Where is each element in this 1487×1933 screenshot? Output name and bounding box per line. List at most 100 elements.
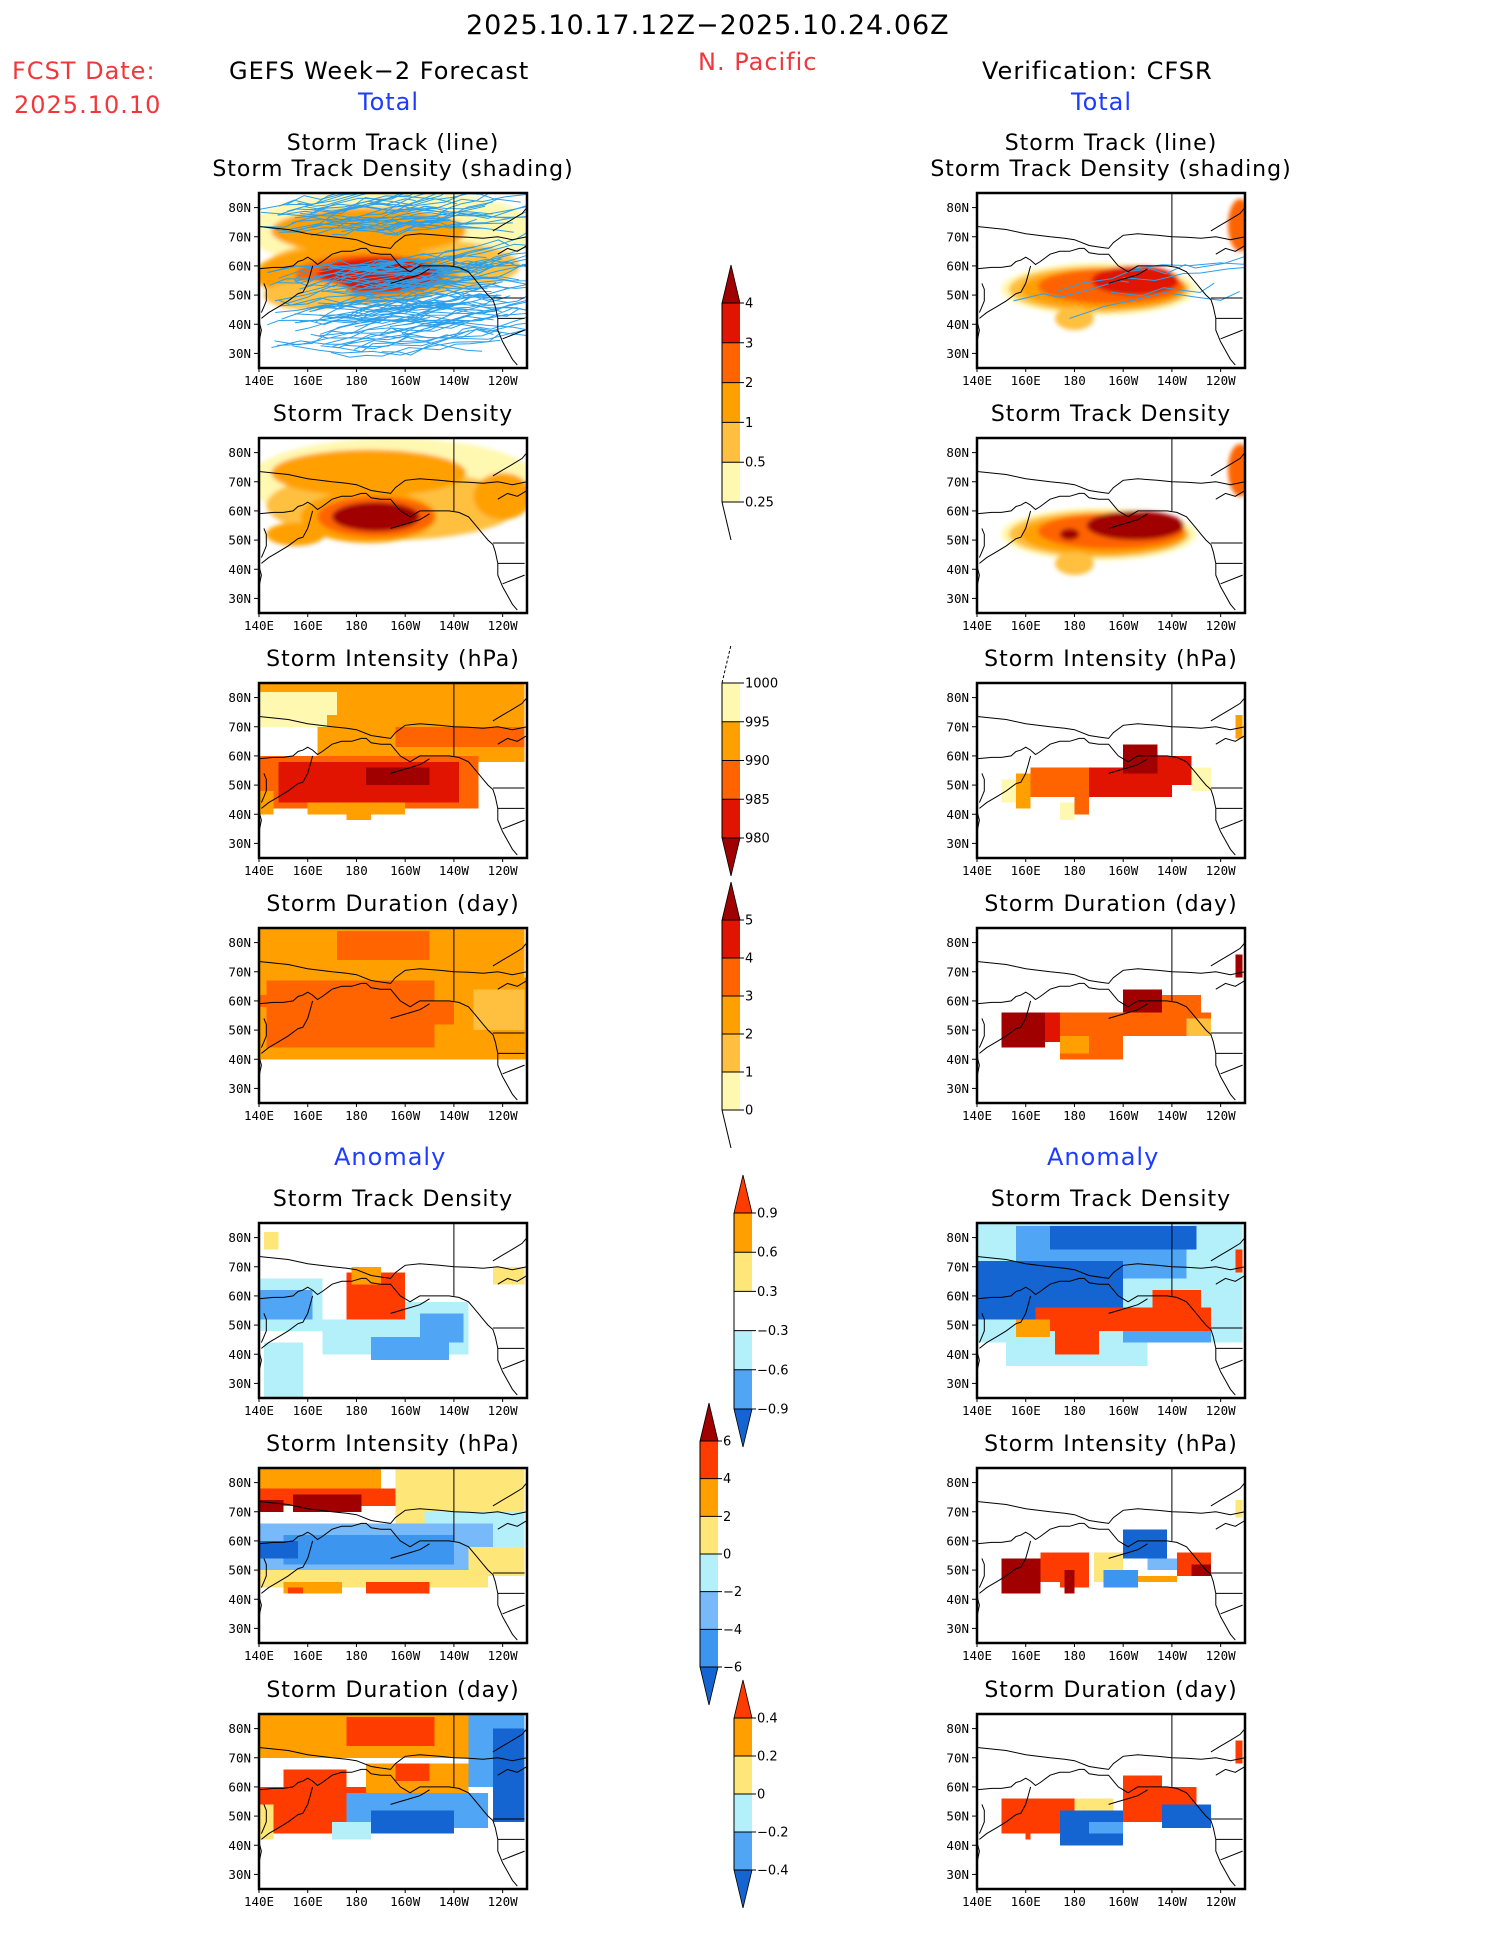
colorbar-segment [722,958,740,996]
lat-tick-label: 50N [228,1563,251,1578]
lon-tick-label: 140E [962,1108,992,1123]
colorbar-tick-label: 0 [757,1788,765,1803]
lat-tick-label: 30N [228,1081,251,1096]
colorbar-tick-label: 980 [745,832,770,847]
coastline [979,1028,1017,1054]
map-frame [975,1221,1247,1400]
lon-tick-label: 140E [962,863,992,878]
colorbar-over-arrow [721,881,741,921]
shading-cell [263,1342,303,1398]
shading-cell [1157,755,1192,786]
coastline [977,982,1236,1101]
coastline [979,293,1017,319]
map-frame [257,191,529,370]
shading-cell [473,989,525,1031]
storm-track-line [277,300,440,346]
lon-tick-label: 160W [1108,618,1139,633]
lon-tick-label: 140W [1157,1894,1188,1909]
panel-title: Storm Track (line) [286,131,500,156]
coastline [1220,1064,1243,1075]
coastline [502,1850,525,1861]
coastline [977,1277,1236,1396]
lon-tick-label: 120W [1206,618,1237,633]
coastline [497,1275,527,1285]
colorbar-tick-label: −0.2 [757,1826,789,1841]
lon-tick-label: 160W [1108,1403,1139,1418]
colorbar-tick-label: −0.4 [757,1864,789,1879]
map-panel-vf-intensity: 80N 70N 60N 50N 40N 30N 140E 160E 180 160W 140W 120… [946,681,1247,878]
coastline [502,1064,525,1075]
shading-region [266,522,325,546]
shading-cell [332,1821,372,1840]
coastline [1015,1786,1032,1816]
coastline [497,980,527,990]
colorbar-segment [700,1478,718,1517]
shading-cell [259,691,337,716]
lat-tick-label: 60N [946,258,969,273]
coastline [390,758,430,774]
lon-tick-label: 160W [390,1108,421,1123]
lon-tick-label: 120W [1206,1403,1237,1418]
coastline [260,283,267,313]
colorbar-over-arrow [721,264,741,304]
storm-track-line [286,193,340,212]
lon-tick-label: 180 [345,1894,368,1909]
coastline [1215,1275,1245,1285]
lat-tick-label: 70N [946,474,969,489]
storm-track-line [399,263,527,284]
coastline [502,329,525,340]
colorbar-under-arrow [699,1666,719,1706]
lat-tick-label: 70N [946,1504,969,1519]
coastline [492,942,527,967]
intensity-anomaly-colorbar: 6 4 2 0 −2 −4 −6 [699,1402,742,1706]
storm-track-line [332,321,527,347]
colorbar-segment [700,1516,718,1554]
panel-title: Storm Track (line) [1004,131,1218,156]
storm-track-line [391,222,514,233]
lon-tick-label: 160W [1108,1108,1139,1123]
lat-tick-label: 30N [228,1376,251,1391]
colorbar-segment [734,1213,752,1253]
lat-tick-label: 30N [946,591,969,606]
lon-tick-label: 120W [488,1894,519,1909]
coastline [497,490,527,500]
lat-tick-label: 70N [946,719,969,734]
lon-tick-label: 140E [244,373,274,388]
lat-tick-label: 50N [946,1318,969,1333]
shading-region [1227,198,1245,252]
lat-tick-label: 80N [228,200,251,215]
density-anomaly-colorbar: 0.9 0.6 0.3 −0.3 −0.6 −0.9 [733,1174,789,1448]
lon-tick-label: 160E [293,863,323,878]
map-panel-fc-duration: 80N 70N 60N 50N 40N 30N 140E 160E 180 160W 140W 120… [228,926,529,1123]
lat-tick-label: 40N [228,807,251,822]
colorbar-tick-label: 2 [745,376,753,391]
lon-tick-label: 140W [1157,1108,1188,1123]
storm-track-line [401,307,515,335]
map-panel-fc-intensity: 80N 70N 60N 50N 40N 30N 140E 160E 180 160W 140W 120… [228,681,529,878]
coastline [502,1604,525,1615]
fcst-date-label: FCST Date: [12,57,156,85]
coastline [1108,1298,1148,1314]
lon-tick-label: 160E [293,1648,323,1663]
lat-tick-label: 30N [228,1621,251,1636]
lat-tick-label: 80N [946,690,969,705]
storm-track-line [297,193,371,207]
coastline [979,1568,1017,1594]
storm-track-line [366,296,503,313]
storm-track-line [263,217,373,233]
lon-tick-label: 140W [439,1403,470,1418]
coastlines [259,438,527,611]
coastline [390,513,430,529]
left-total-label: Total [358,88,420,116]
storm-track-line [1135,262,1245,270]
panel-title: Storm Intensity (hPa) [266,1432,520,1457]
coastline [260,1018,267,1048]
shading-cell [1162,995,1202,1019]
coastline [260,1558,267,1588]
shading-cell [371,1810,454,1834]
coastline [1210,1482,1245,1507]
coastline [979,538,1017,564]
colorbar-segment [734,1330,752,1370]
shading-cell [1123,1529,1168,1559]
lon-tick-label: 160W [390,373,421,388]
